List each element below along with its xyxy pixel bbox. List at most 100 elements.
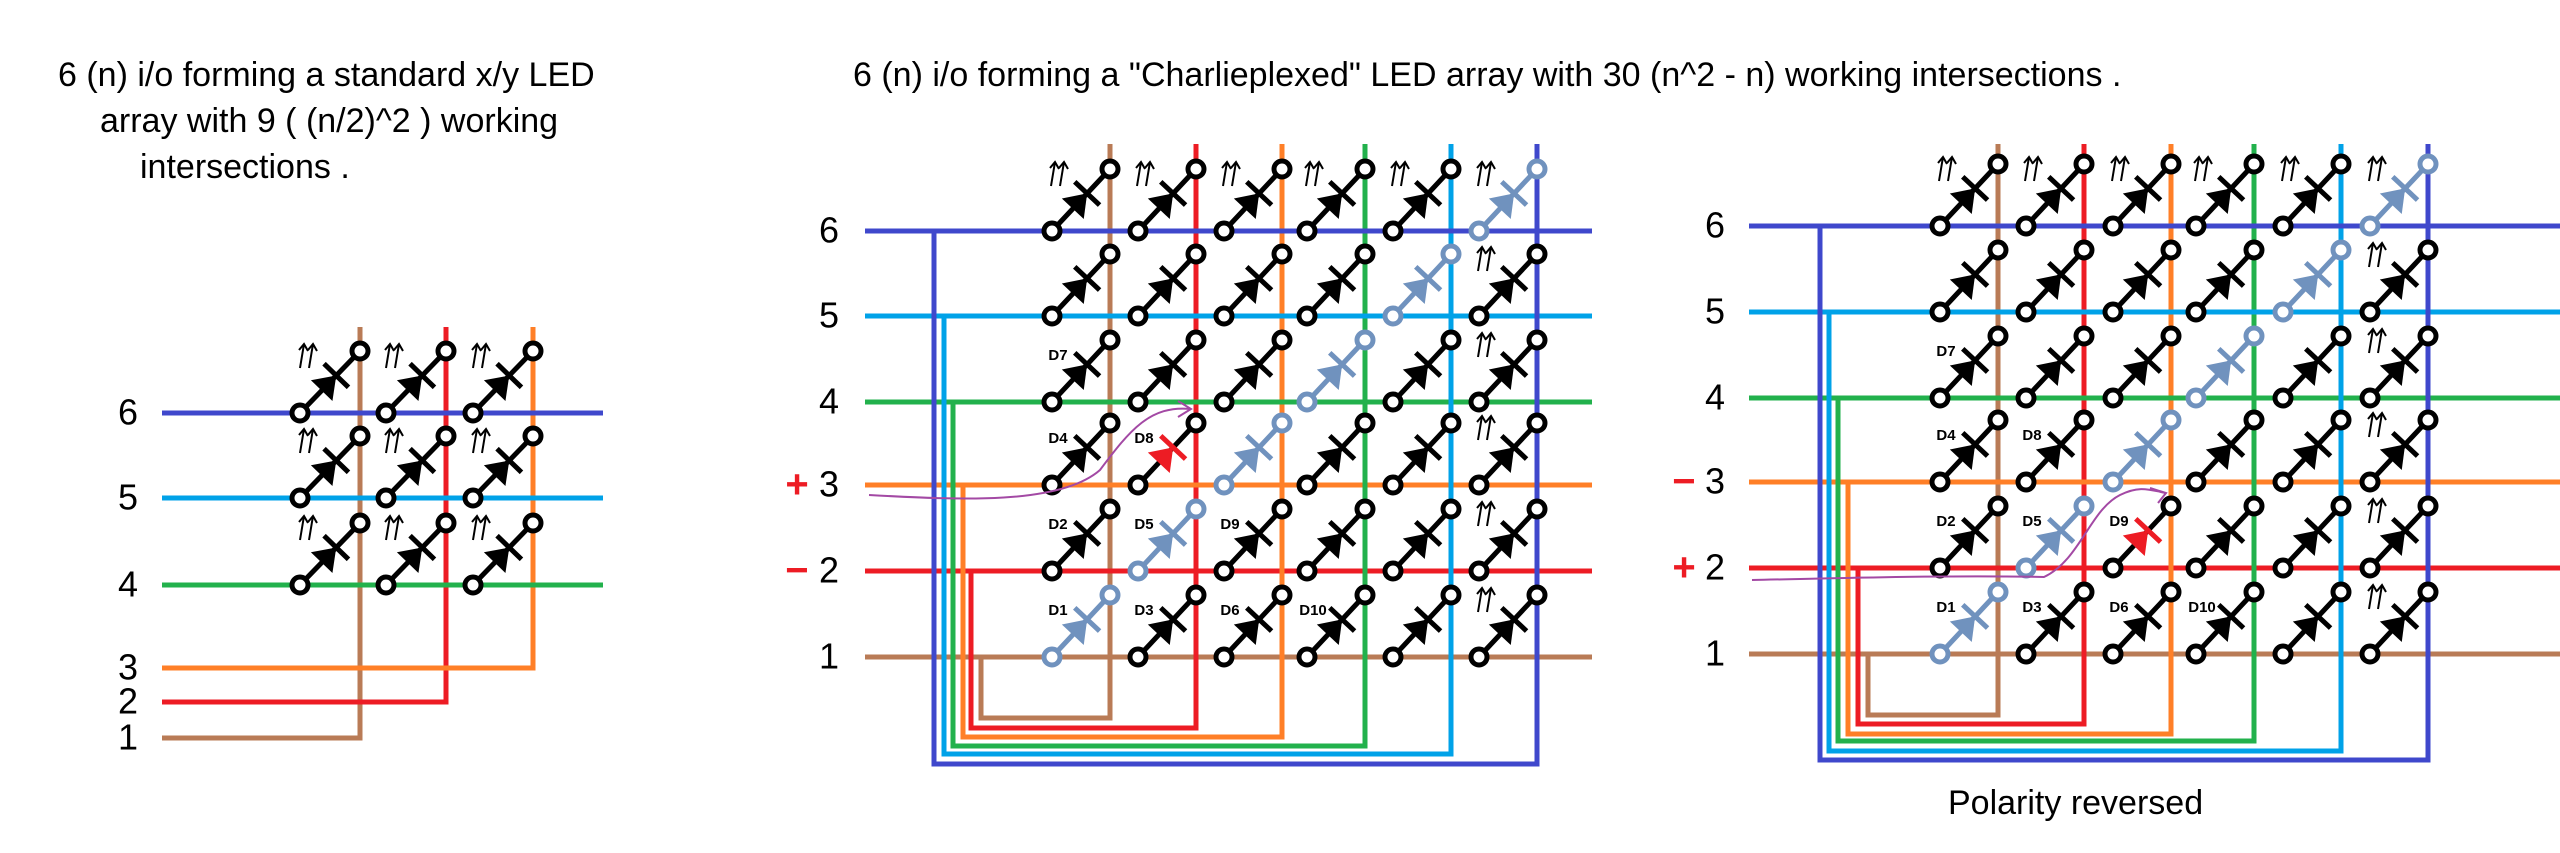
- arrow-head: [307, 427, 318, 437]
- arrow-head: [480, 342, 491, 352]
- led-triangle: [1402, 364, 1429, 391]
- led-cathode-bar: [1414, 433, 1443, 461]
- led-terminal: [1271, 158, 1293, 180]
- arrow-head: [1230, 160, 1241, 170]
- light-emission-arrows-icon: [1135, 160, 1155, 187]
- led-terminal: [1468, 474, 1490, 496]
- led-cathode-bar: [2391, 430, 2420, 458]
- arrow-shaft: [472, 428, 478, 454]
- led-triangle: [2122, 444, 2149, 471]
- led-cathode-bar: [2217, 430, 2246, 458]
- light-emission-arrows-icon: [2367, 241, 2387, 268]
- light-emission-arrows-icon: [471, 342, 491, 369]
- arrow-shaft: [2377, 242, 2383, 268]
- led-diode: [2359, 153, 2439, 237]
- io-label-3: 3: [118, 647, 138, 688]
- led-cathode-bar: [1961, 174, 1990, 202]
- led-diode: [2102, 239, 2182, 323]
- arrow-head: [2376, 411, 2387, 421]
- led-terminal: [2330, 239, 2352, 261]
- led-terminal: [1127, 220, 1149, 242]
- led-triangle: [2379, 616, 2406, 643]
- arrow-head: [1485, 500, 1496, 510]
- led-terminal: [2185, 215, 2207, 237]
- diode-label-d1: D1: [1936, 599, 1955, 616]
- led-terminal: [2417, 325, 2439, 347]
- io-label-1: 1: [819, 636, 839, 677]
- led-triangle: [1061, 364, 1088, 391]
- led-triangle: [2122, 616, 2149, 643]
- led-cathode-bar: [2304, 260, 2333, 288]
- diode-label-d9: D9: [1220, 516, 1239, 533]
- led-terminal: [375, 402, 397, 424]
- diode-label-d10: D10: [1299, 602, 1327, 619]
- led-triangle: [1488, 619, 1515, 646]
- led-triangle: [1488, 447, 1515, 474]
- arrow-shaft: [308, 428, 314, 454]
- diode-label-d8: D8: [2022, 427, 2041, 444]
- led-terminal: [2160, 409, 2182, 431]
- led-terminal: [1987, 581, 2009, 603]
- led-terminal: [2243, 239, 2265, 261]
- led-cathode-bar: [2304, 602, 2333, 630]
- led-terminal: [2272, 301, 2294, 323]
- arrow-head: [1476, 245, 1487, 255]
- io-column-2: [968, 144, 1199, 731]
- led-triangle: [1147, 533, 1174, 560]
- led-terminal: [1987, 409, 2009, 431]
- led-triangle: [2122, 530, 2149, 557]
- led-diode: [1296, 158, 1376, 242]
- led-terminal: [1526, 412, 1548, 434]
- led-terminal: [2359, 557, 2381, 579]
- led-cathode-bar: [1961, 602, 1990, 630]
- diode-label-d1: D1: [1048, 602, 1067, 619]
- led-terminal: [2272, 471, 2294, 493]
- led-terminal: [1987, 239, 2009, 261]
- io-column-4: [950, 144, 1368, 749]
- led-triangle: [2379, 274, 2406, 301]
- led-diode: [2359, 409, 2439, 493]
- arrow-head: [2367, 497, 2378, 507]
- arrow-head: [1313, 160, 1324, 170]
- io-column-3: [960, 144, 1285, 740]
- arrow-head: [384, 342, 395, 352]
- arrow-head: [298, 342, 309, 352]
- arrow-shaft: [308, 515, 314, 541]
- led-cathode-bar: [322, 361, 351, 390]
- led-terminal: [1185, 498, 1207, 520]
- led-terminal: [2015, 471, 2037, 493]
- io-label-2: 2: [819, 550, 839, 591]
- led-terminal: [2073, 409, 2095, 431]
- led-triangle: [1949, 530, 1976, 557]
- light-emission-arrows-icon: [2280, 155, 2300, 182]
- led-triangle: [1316, 364, 1343, 391]
- led-diode: [1213, 158, 1293, 242]
- led-triangle: [2292, 360, 2319, 387]
- diode-label-d5: D5: [2022, 513, 2041, 530]
- led-diode: [1468, 158, 1548, 242]
- arrow-shaft: [1400, 161, 1406, 187]
- arrow-shaft: [1222, 161, 1228, 187]
- led-cathode-bar: [1073, 264, 1102, 292]
- led-diode: [1041, 158, 1121, 242]
- arrow-head: [1937, 155, 1948, 165]
- led-diode: [1213, 243, 1293, 327]
- io-column-2: [1855, 144, 2087, 727]
- arrow-shaft: [2203, 156, 2209, 182]
- charlieplexed-array: [865, 144, 1592, 767]
- arrow-shaft: [2281, 156, 2287, 182]
- led-diode: [1296, 498, 1376, 582]
- led-diode: [2102, 153, 2182, 237]
- led-triangle: [2292, 616, 2319, 643]
- led-diode: [1213, 584, 1293, 668]
- led-diode: [1213, 412, 1293, 496]
- led-terminal: [2359, 471, 2381, 493]
- led-cathode-bar: [1159, 179, 1188, 207]
- light-emission-arrows-icon: [1476, 500, 1496, 527]
- arrow-shaft: [481, 343, 487, 369]
- arrow-head: [2023, 155, 2034, 165]
- led-cathode-bar: [2047, 430, 2076, 458]
- led-terminal: [1382, 474, 1404, 496]
- led-terminal: [2015, 387, 2037, 409]
